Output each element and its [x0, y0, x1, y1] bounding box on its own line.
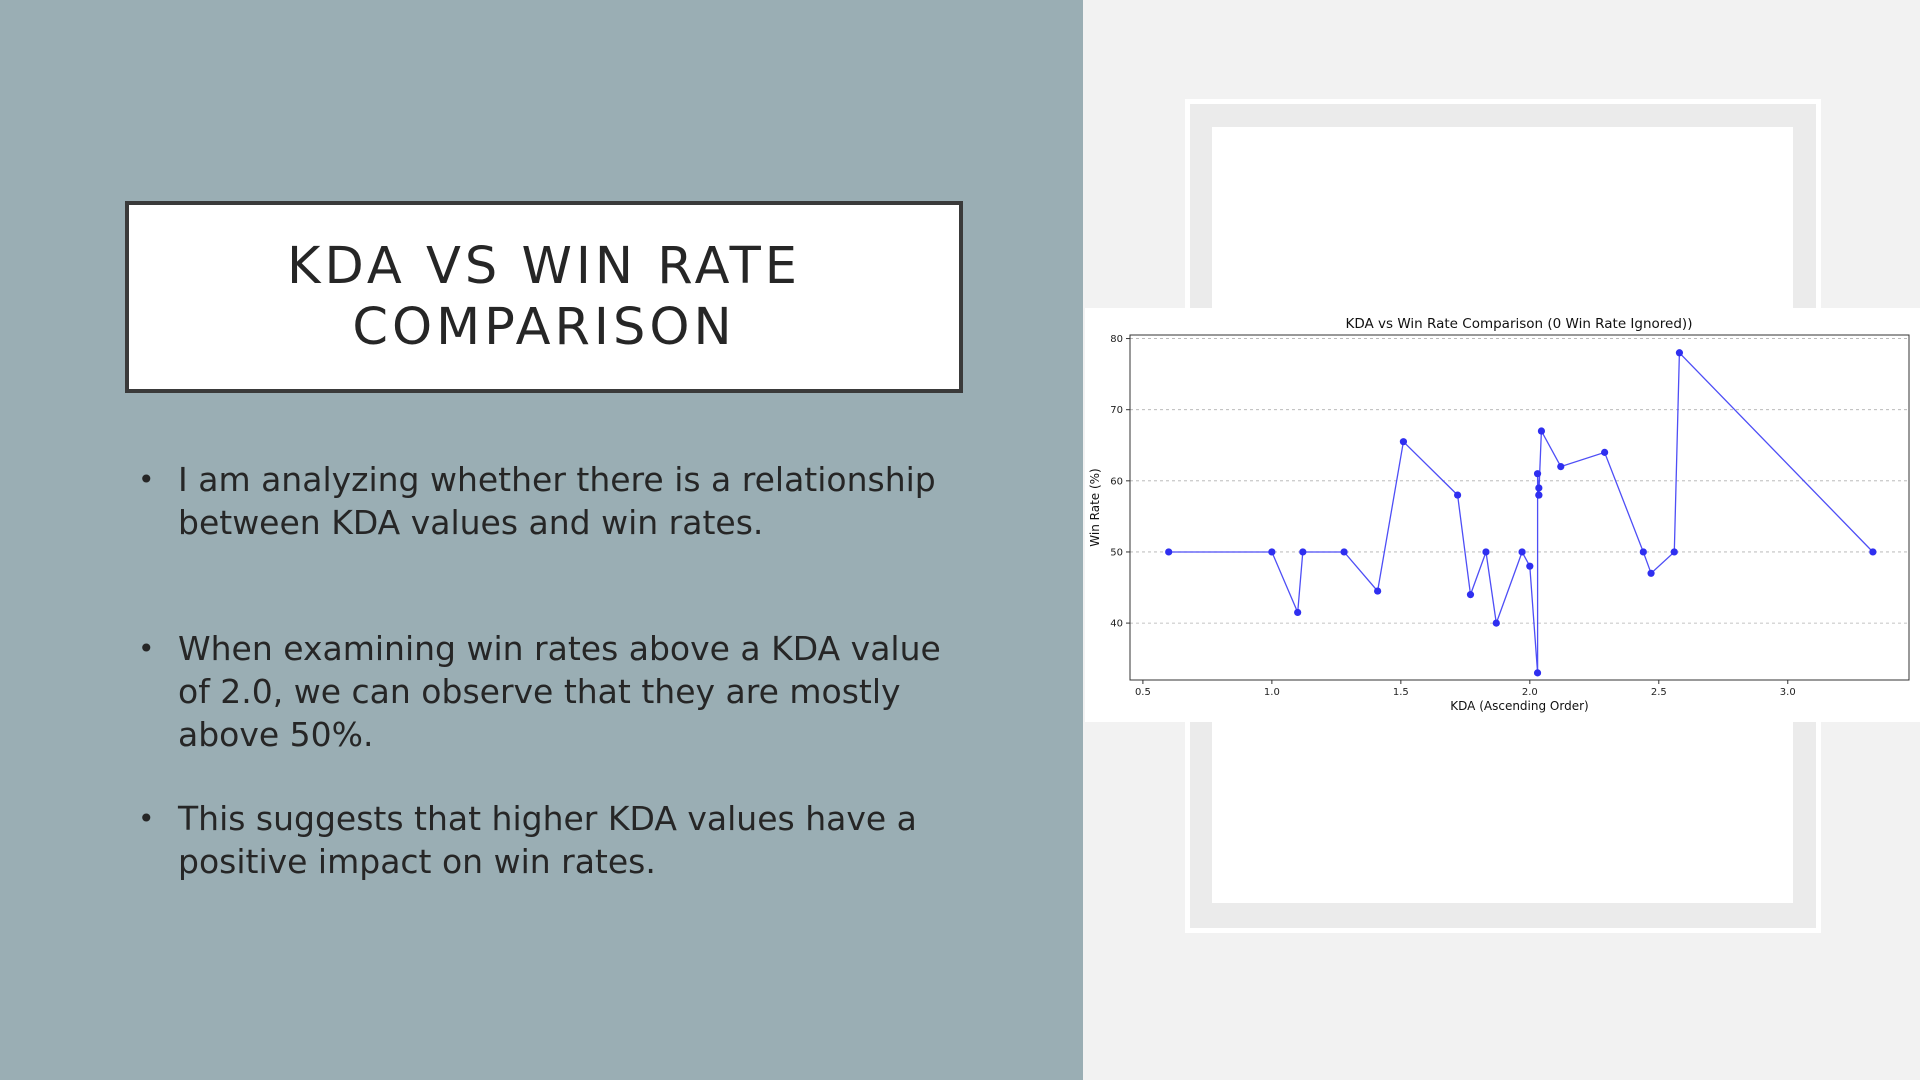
bullet-dot-icon: •	[138, 802, 155, 835]
bullet-dot-icon: •	[138, 632, 155, 665]
data-point	[1526, 562, 1534, 570]
x-tick-label: 1.5	[1393, 687, 1409, 698]
data-point	[1374, 587, 1382, 595]
y-tick-label: 70	[1110, 405, 1123, 416]
left-panel	[0, 0, 1083, 1080]
y-tick-label: 40	[1110, 619, 1123, 630]
data-point	[1453, 491, 1462, 499]
data-point	[1647, 569, 1655, 577]
data-point	[1399, 438, 1408, 446]
data-point	[1518, 548, 1526, 556]
data-point	[1535, 491, 1543, 499]
y-tick-label: 50	[1110, 547, 1123, 558]
x-tick-label: 1.0	[1264, 687, 1280, 698]
data-point	[1492, 619, 1500, 627]
data-point	[1294, 608, 1302, 617]
bullet-text-3: This suggests that higher KDA values hav…	[178, 799, 917, 881]
data-point	[1670, 548, 1678, 556]
y-tick-label: 80	[1110, 334, 1123, 345]
axis-ticks: 40 50 60 70 80 0.5 1.0 1.5 2.0 2.5 3.0	[1110, 334, 1795, 698]
y-tick-label: 60	[1110, 476, 1123, 487]
data-point	[1601, 448, 1609, 456]
data-point	[1533, 669, 1542, 677]
title-box: KDA vs Win Rate Comparison	[125, 201, 963, 393]
data-point	[1869, 548, 1877, 556]
series-line	[1168, 351, 1874, 673]
chart-svg: KDA vs Win Rate Comparison (0 Win Rate I…	[1088, 316, 1910, 713]
x-axis-label: KDA (Ascending Order)	[1450, 699, 1588, 713]
bullet-dot-icon: •	[138, 463, 155, 496]
x-tick-label: 2.5	[1651, 687, 1667, 698]
y-axis-label: Win Rate (%)	[1088, 468, 1102, 546]
bullet-item-2: • When examining win rates above a KDA v…	[138, 627, 958, 756]
bullet-item-3: • This suggests that higher KDA values h…	[138, 797, 958, 883]
data-point	[1533, 470, 1542, 478]
data-point	[1268, 548, 1276, 556]
series-layer	[1165, 349, 1877, 677]
x-tick-label: 0.5	[1135, 687, 1151, 698]
chart-image: KDA vs Win Rate Comparison (0 Win Rate I…	[1085, 308, 1920, 722]
data-point	[1675, 349, 1684, 357]
slide-title: KDA vs Win Rate Comparison	[287, 237, 801, 357]
data-point	[1299, 548, 1307, 556]
chart-title: KDA vs Win Rate Comparison (0 Win Rate I…	[1346, 316, 1693, 332]
x-tick-label: 2.0	[1522, 687, 1538, 698]
data-point	[1537, 427, 1546, 435]
plot-area-frame	[1129, 334, 1910, 681]
data-point	[1340, 548, 1348, 556]
x-tick-label: 3.0	[1780, 687, 1796, 698]
bullet-text-2: When examining win rates above a KDA val…	[178, 629, 941, 754]
bullet-text-1: I am analyzing whether there is a relati…	[178, 460, 936, 542]
data-point	[1535, 484, 1543, 492]
grid-lines	[1130, 338, 1909, 624]
data-point	[1165, 548, 1173, 556]
data-point	[1482, 548, 1490, 556]
data-point	[1466, 591, 1475, 599]
bullet-item-1: • I am analyzing whether there is a rela…	[138, 458, 958, 544]
data-point	[1557, 462, 1565, 471]
data-point	[1639, 548, 1647, 556]
